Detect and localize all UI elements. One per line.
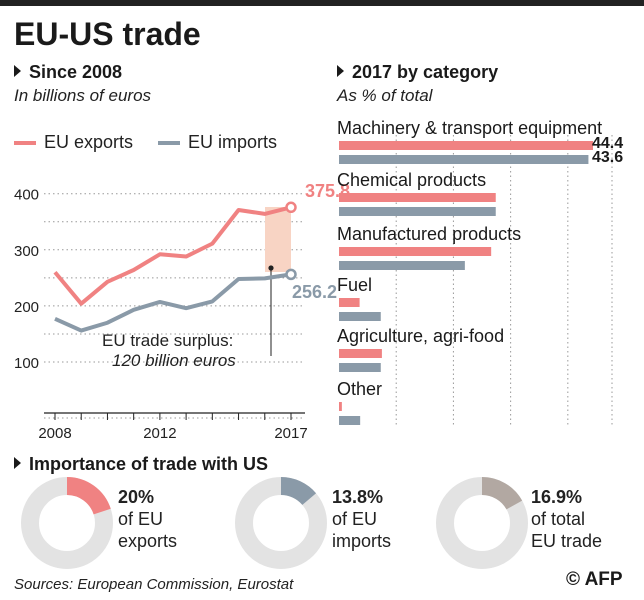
donut-pct-exports: 20%: [118, 487, 155, 507]
category-label: Chemical products: [337, 170, 486, 190]
series-line-imports: [54, 272, 292, 333]
end-label-imports: 256.2: [292, 282, 337, 302]
surplus-band: [265, 207, 291, 272]
x-tick-label: 2012: [143, 425, 176, 442]
page-title: EU-US trade: [14, 16, 201, 52]
left-subtitle: In billions of euros: [14, 86, 152, 105]
bar-exports: [339, 247, 492, 256]
top-bar: [0, 0, 644, 6]
y-tick-label: 300: [14, 243, 39, 260]
category-label: Fuel: [337, 275, 372, 295]
annotation-line2: 120 billion euros: [112, 351, 236, 370]
legend-exports: EU exports: [14, 132, 133, 153]
legend-imports: EU imports: [158, 132, 277, 153]
series-line-exports: [53, 205, 292, 306]
bar-imports: [339, 261, 465, 270]
donut-slice: [66, 477, 111, 515]
donut-caption-exports: 20% of EU exports: [118, 487, 178, 551]
value-label-exports: 44.4: [592, 135, 623, 152]
end-label-exports: 375.8: [305, 181, 350, 201]
bar-imports: [339, 155, 589, 164]
category-label: Agriculture, agri-food: [337, 326, 504, 346]
bottom-heading: Importance of trade with US: [14, 454, 268, 475]
bar-imports: [339, 312, 381, 321]
value-label-imports: 43.6: [592, 149, 623, 166]
bar-exports: [339, 193, 496, 202]
category-label: Machinery & transport equipment: [337, 118, 602, 138]
donut-pct-imports: 13.8%: [332, 487, 384, 507]
bar-exports: [339, 402, 342, 411]
end-point-exports: [285, 201, 297, 214]
legend-swatch-exports: [14, 140, 36, 145]
donut-caption-trade: 16.9% of total EU trade: [531, 487, 603, 551]
y-tick-label: 400: [14, 187, 39, 204]
category-label: Other: [337, 379, 382, 399]
triangle-icon: [337, 65, 344, 77]
end-point-imports: [285, 268, 297, 281]
donut-slice: [280, 477, 317, 506]
annotation-line1: EU trade surplus:: [102, 331, 233, 350]
bar-exports: [339, 141, 593, 150]
donut-slice: [481, 477, 523, 510]
afp-logo: © AFP: [566, 569, 623, 590]
x-tick-label: 2008: [38, 425, 71, 442]
triangle-icon: [14, 457, 21, 469]
donut-pct-trade: 16.9%: [531, 487, 583, 507]
bar-imports: [339, 363, 381, 372]
left-heading: Since 2008: [14, 62, 122, 83]
y-tick-label: 200: [14, 299, 39, 316]
bar-exports: [339, 298, 360, 307]
legend-swatch-imports: [158, 140, 180, 145]
bar-exports: [339, 349, 382, 358]
bar-imports: [339, 416, 361, 425]
bar-imports: [339, 207, 496, 216]
source-note: Sources: European Commission, Eurostat: [14, 576, 294, 593]
y-tick-label: 100: [14, 355, 39, 372]
right-subtitle: As % of total: [337, 86, 433, 105]
x-tick-label: 2017: [274, 425, 307, 442]
triangle-icon: [14, 65, 21, 77]
donut-caption-imports: 13.8% of EU imports: [332, 487, 392, 551]
right-heading: 2017 by category: [337, 62, 498, 83]
annotation-dot: [268, 265, 274, 271]
category-label: Manufactured products: [337, 224, 521, 244]
